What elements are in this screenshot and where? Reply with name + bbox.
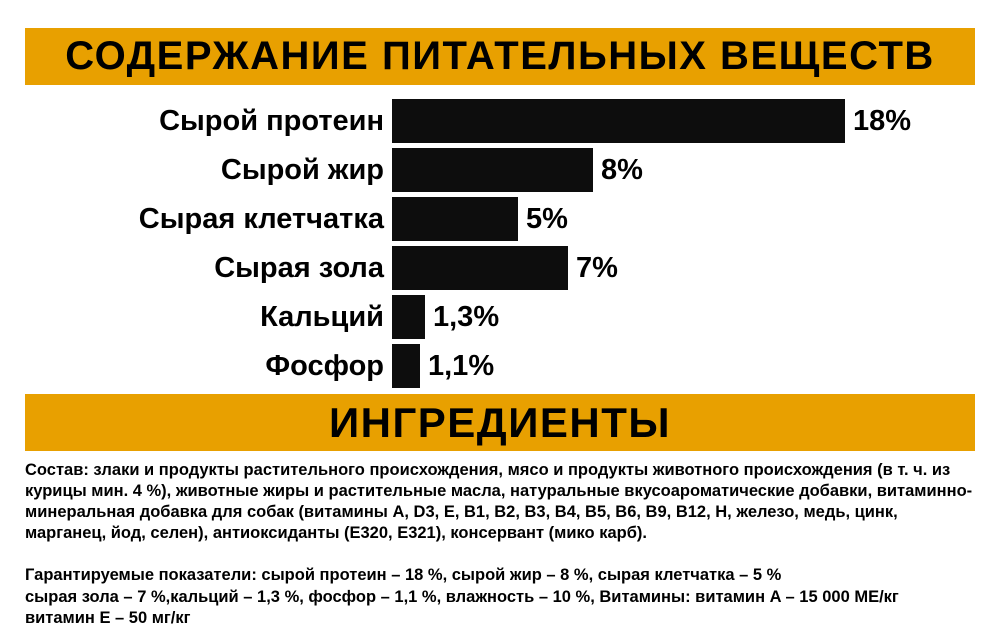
category-label: Сырая клетчатка (138, 202, 384, 235)
bar (392, 197, 518, 241)
chart-row: Сырая зола 7% (25, 246, 975, 290)
composition-paragraph: Состав: злаки и продукты растительного п… (25, 461, 973, 543)
bar (392, 148, 593, 192)
chart-row: Сырой жир 8% (25, 148, 975, 192)
value-label: 5% (526, 202, 568, 235)
value-label: 1,3% (433, 300, 500, 333)
guaranteed-values-paragraph: Гарантируемые показатели: сырой протеин … (25, 566, 899, 627)
bar-chart: Сырой протеин 18% Сырой жир 8% Сырая клетчат… (25, 99, 975, 388)
bar (392, 99, 845, 143)
nutrition-header-title: СОДЕРЖАНИЕ ПИТАТЕЛЬНЫХ ВЕЩЕСТВ (65, 34, 935, 78)
chart-row: Кальций 1,3% (25, 295, 975, 339)
bar (392, 295, 425, 339)
category-label: Сырая зола (214, 251, 384, 284)
nutrition-header-banner: СОДЕРЖАНИЕ ПИТАТЕЛЬНЫХ ВЕЩЕСТВ (25, 28, 975, 85)
value-label: 8% (601, 153, 643, 186)
chart-row: Сырая клетчатка 5% (25, 197, 975, 241)
category-label: Фосфор (265, 349, 384, 382)
value-label: 1,1% (428, 349, 495, 382)
category-label: Сырой протеин (159, 104, 384, 137)
ingredients-title: ИНГРЕДИЕНТЫ (328, 398, 672, 446)
chart-row: Сырой протеин 18% (25, 99, 975, 143)
bar (392, 246, 568, 290)
bar (392, 344, 420, 388)
chart-row: Фосфор 1,1% (25, 344, 975, 388)
category-label: Кальций (260, 300, 384, 333)
value-label: 18% (853, 104, 912, 137)
ingredients-banner: ИНГРЕДИЕНТЫ (25, 394, 975, 451)
category-label: Сырой жир (220, 153, 384, 186)
value-label: 7% (576, 251, 618, 284)
